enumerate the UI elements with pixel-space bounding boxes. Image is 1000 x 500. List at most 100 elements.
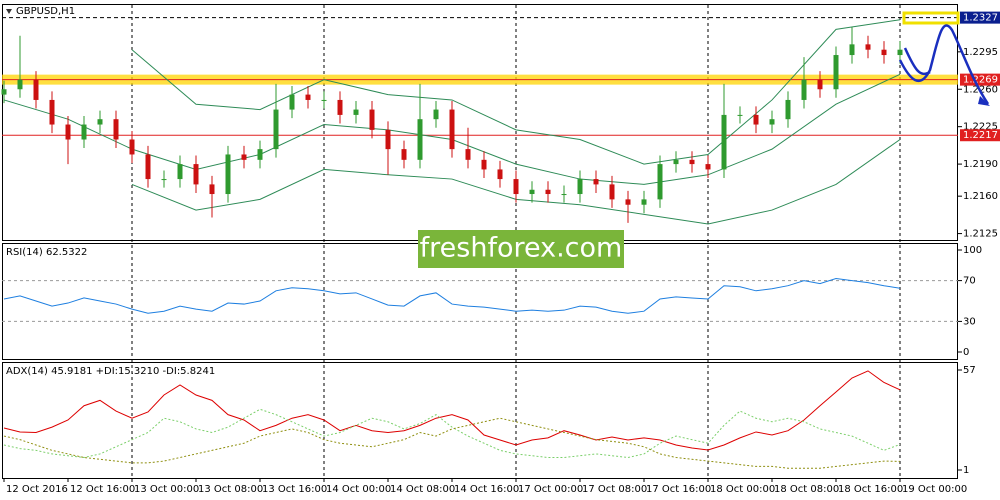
candle-body	[81, 124, 87, 140]
series-line	[3, 370, 901, 451]
candle-body	[193, 164, 199, 185]
level-label: 1.2217	[963, 130, 998, 141]
forecast-arrow	[898, 24, 990, 105]
candle-body	[641, 199, 647, 205]
candle-body	[321, 99, 327, 101]
series-line	[3, 278, 901, 314]
x-tick-label: 17 Oct 00:00	[518, 484, 583, 495]
candle-body	[257, 149, 263, 160]
candle-body	[337, 99, 343, 115]
adx-title: ADX(14) 45.9181 +DI:15.3210 -DI:5.8241	[6, 366, 215, 377]
candle-body	[625, 199, 631, 205]
candle-body	[833, 55, 839, 90]
x-tick-label: 18 Oct 00:00	[710, 484, 775, 495]
candle-body	[785, 99, 791, 120]
candle-body	[33, 79, 39, 100]
candle-body	[577, 179, 583, 195]
candle-body	[673, 159, 679, 165]
candle-body	[417, 119, 423, 160]
candle-body	[561, 194, 567, 196]
candle-body	[401, 149, 407, 160]
candle-body	[817, 79, 823, 90]
candle-body	[689, 159, 695, 165]
candle-body	[225, 154, 231, 195]
level-label: 1.2327	[963, 13, 998, 24]
series-line	[3, 417, 901, 469]
chart-title: GBPUSD,H1	[16, 6, 75, 17]
candle-body	[545, 189, 551, 195]
candle-body	[481, 159, 487, 170]
candle-body	[801, 79, 807, 100]
candle-body	[305, 94, 311, 100]
candle-body	[753, 114, 759, 125]
symbol-icon	[6, 9, 12, 14]
forecast-stroke	[903, 47, 931, 76]
y-tick-label: 1	[963, 465, 969, 476]
candle-body	[465, 149, 471, 160]
x-tick-label: 13 Oct 00:00	[134, 484, 199, 495]
candle-body	[721, 114, 727, 170]
candle-body	[737, 114, 743, 116]
candle-body	[177, 164, 183, 180]
candle-body	[273, 109, 279, 150]
candle-body	[449, 109, 455, 150]
y-tick-label: 1.2295	[963, 47, 998, 58]
x-tick-label: 19 Oct 00:00	[902, 484, 967, 495]
y-tick-label: 1.2125	[963, 229, 998, 240]
candle-body	[865, 44, 871, 50]
level-label-box	[960, 11, 1000, 24]
candle-body	[113, 119, 119, 140]
candle-body	[593, 179, 599, 185]
candle-body	[49, 99, 55, 125]
adx-panel	[2, 362, 958, 479]
watermark: freshforex.com	[420, 233, 623, 264]
candle-body	[529, 189, 535, 195]
x-tick-label: 14 Oct 08:00	[390, 484, 455, 495]
candle-body	[369, 109, 375, 130]
y-tick-label: 0	[963, 347, 969, 358]
y-tick-label: 100	[963, 245, 982, 256]
arrow-head	[978, 96, 990, 106]
level-label-box	[960, 73, 1000, 86]
y-tick-label: 1.2160	[963, 191, 998, 202]
x-tick-label: 17 Oct 08:00	[582, 484, 647, 495]
x-tick-label: 12 Oct 16:00	[70, 484, 135, 495]
y-tick-label: 57	[963, 365, 976, 376]
candle-body	[609, 184, 615, 200]
x-tick-label: 14 Oct 00:00	[326, 484, 391, 495]
x-tick-label: 13 Oct 08:00	[198, 484, 263, 495]
y-tick-label: 1.2190	[963, 159, 998, 170]
candle-body	[161, 179, 167, 181]
candle-body	[497, 169, 503, 180]
x-tick-label: 17 Oct 16:00	[646, 484, 711, 495]
candle-body	[513, 179, 519, 195]
watermark-box	[418, 230, 624, 268]
candle-body	[209, 184, 215, 195]
candle-body	[241, 154, 247, 160]
x-tick-label: 18 Oct 16:00	[838, 484, 903, 495]
candle-body	[897, 49, 903, 56]
y-tick-label: 1.2225	[963, 122, 998, 133]
candle-body	[705, 164, 711, 170]
y-tick-label: 70	[963, 276, 976, 287]
y-tick-label: 30	[963, 316, 976, 327]
series-line	[3, 408, 901, 459]
candle-body	[657, 164, 663, 200]
x-tick-label: 13 Oct 16:00	[262, 484, 327, 495]
x-tick-label: 14 Oct 16:00	[454, 484, 519, 495]
candle-body	[65, 124, 71, 140]
level-label-box	[960, 129, 1000, 142]
x-tick-label: 18 Oct 08:00	[774, 484, 839, 495]
candle-body	[129, 139, 135, 155]
candle-body	[97, 119, 103, 125]
x-tick-label: 12 Oct 2016	[6, 484, 68, 495]
candle-body	[881, 49, 887, 56]
candle-body	[1, 89, 7, 95]
candle-body	[145, 154, 151, 180]
level-label: 1.2269	[963, 75, 998, 86]
highlight-box	[902, 11, 960, 25]
series-line	[131, 19, 901, 165]
